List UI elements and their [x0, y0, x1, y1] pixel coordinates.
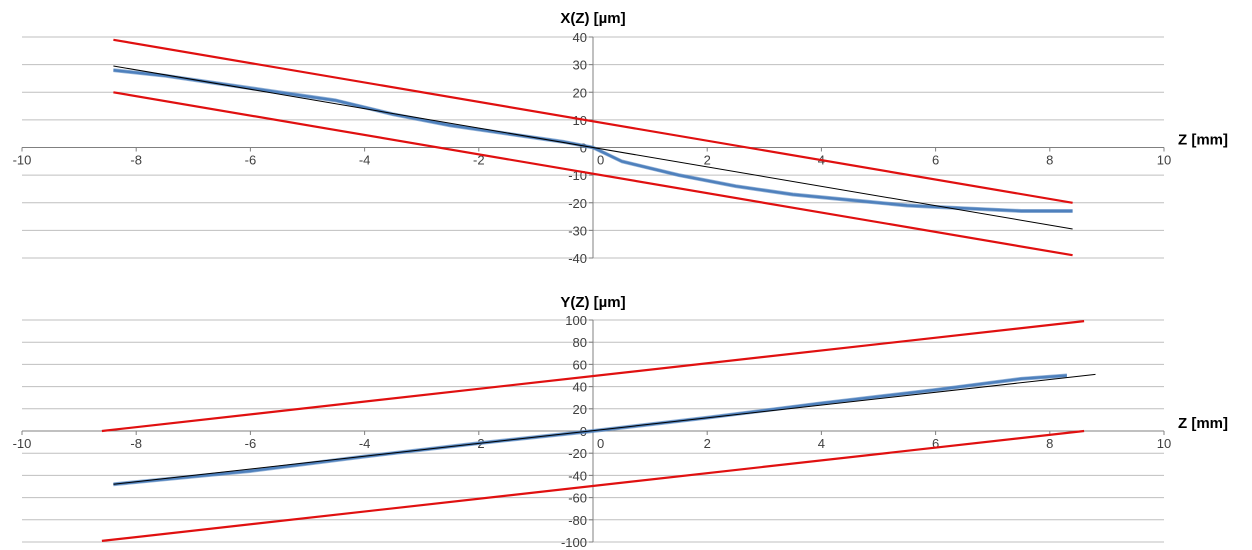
y-tick-label: 100	[565, 313, 587, 328]
y-tick-label: 0	[580, 141, 587, 156]
x-tick-label: 8	[1046, 153, 1053, 168]
x-tick-label: 2	[704, 436, 711, 451]
x-tick-label: -6	[245, 436, 257, 451]
y-tick-label: -20	[568, 196, 587, 211]
x-tick-label: 0	[597, 153, 604, 168]
y-tick-label: -20	[568, 446, 587, 461]
x-axis-title: Z [mm]	[1178, 415, 1228, 432]
series-tolerance-line	[113, 91, 1073, 257]
y-tick-label: -100	[561, 535, 587, 550]
x-tick-label: 6	[932, 436, 939, 451]
x-tick-label: -10	[13, 153, 32, 168]
y-tick-label: 20	[573, 402, 587, 417]
chart-panel-2: -10 -8 -6 -4 -2 0 2 4 6 8 10-100-80-60-40-20020406…	[13, 294, 1228, 550]
y-tick-label: 10	[573, 113, 587, 128]
series-tolerance-line	[101, 320, 1085, 433]
chart-panel-1: -10 -8 -6 -4 -2 0 2 4 6 8 10-40-30-20-10010203040X…	[13, 10, 1228, 266]
y-tick-label: 40	[573, 30, 587, 45]
series-fit-line	[113, 65, 1073, 230]
x-tick-label: 0	[597, 436, 604, 451]
x-tick-label: -4	[359, 436, 371, 451]
x-tick-label: -6	[245, 153, 257, 168]
series-fit-line	[113, 373, 1096, 485]
y-tick-label: -40	[568, 251, 587, 266]
x-tick-label: 10	[1157, 436, 1171, 451]
x-tick-label: 6	[932, 153, 939, 168]
x-tick-label: -8	[130, 153, 142, 168]
y-tick-label: 80	[573, 335, 587, 350]
x-tick-label: 10	[1157, 153, 1171, 168]
series-measured-line	[113, 70, 1073, 213]
x-tick-label: 8	[1046, 436, 1053, 451]
y-tick-label: -30	[568, 223, 587, 238]
x-tick-label: -10	[13, 436, 32, 451]
x-tick-label: -8	[130, 436, 142, 451]
series-tolerance-line	[101, 429, 1085, 542]
series-measured-line	[113, 375, 1067, 487]
x-tick-label: 2	[704, 153, 711, 168]
x-axis-title: Z [mm]	[1178, 132, 1228, 149]
chart-title: X(Z) [µm]	[560, 10, 625, 27]
y-tick-label: -80	[568, 513, 587, 528]
y-tick-label: 40	[573, 380, 587, 395]
y-tick-label: 20	[573, 85, 587, 100]
chart-title: Y(Z) [µm]	[560, 294, 625, 311]
x-tick-label: 4	[818, 436, 825, 451]
y-tick-label: -60	[568, 491, 587, 506]
series-tolerance-line	[113, 38, 1073, 204]
x-tick-label: -2	[473, 153, 485, 168]
y-tick-label: 30	[573, 58, 587, 73]
y-tick-label: 60	[573, 357, 587, 372]
x-tick-label: -4	[359, 153, 371, 168]
y-tick-label: -40	[568, 468, 587, 483]
